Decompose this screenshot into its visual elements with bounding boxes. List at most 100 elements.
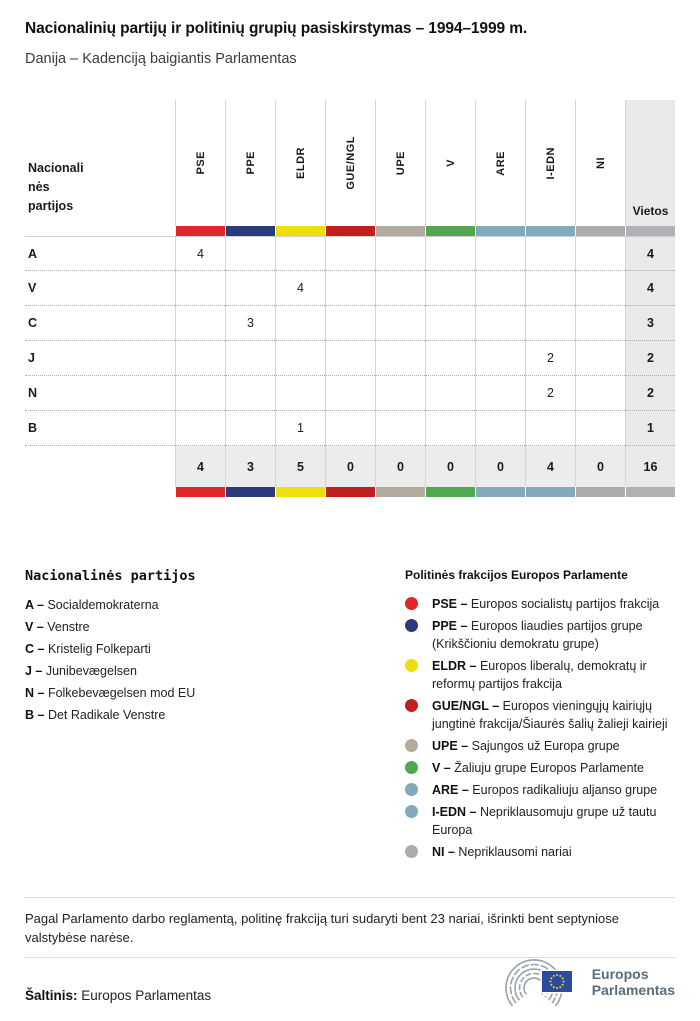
table-cell [575,376,625,411]
party-name: Kristelig Folkeparti [47,642,151,656]
table-cell [175,341,225,376]
table-cell [225,376,275,411]
column-header-label: ELDR [294,147,307,179]
total-cell: 4 [175,446,225,487]
color-dot [405,805,418,818]
color-dot [405,761,418,774]
legend-item: ELDR – Europos liberalų, demokratų ir re… [405,657,680,693]
table-cell: 4 [175,236,225,271]
column-header-i-edn: I-EDN [525,100,575,226]
table-cell [275,236,325,271]
table-cell [425,271,475,306]
group-description: PPE – Europos liaudies partijos grupe (K… [432,617,680,653]
color-dot [405,783,418,796]
table-cell [325,411,375,446]
column-header-upe: UPE [375,100,425,226]
group-color-bar [325,226,375,236]
total-seats-cell: 16 [625,446,675,487]
political-groups-legend-title: Politinės frakcijos Europos Parlamente [405,568,628,582]
group-description: GUE/NGL – Europos vieningųjų kairiųjų ju… [432,697,680,733]
group-abbr: UPE – [432,739,472,753]
logo-wordmark: Europos Parlamentas [592,966,675,998]
table-cell [425,306,475,341]
column-header-gue-ngl: GUE/NGL [325,100,375,226]
party-name: Junibevægelsen [45,664,137,678]
european-parliament-logo: Europos Parlamentas [504,958,675,1006]
group-color-bar [575,487,625,497]
divider [25,897,675,898]
party-abbr: V – [25,620,48,634]
legend-item: I-EDN – Nepriklausomuju grupe už tautu E… [405,803,680,839]
group-color-bar [325,487,375,497]
table-cell [375,271,425,306]
logo-line2: Parlamentas [591,982,675,998]
seats-cell: 4 [625,236,675,271]
group-desc: Europos vieningųjų kairiųjų jungtinė fra… [432,699,668,731]
table-cell [475,376,525,411]
group-color-bar [425,487,475,497]
legend-item: PPE – Europos liaudies partijos grupe (K… [405,617,680,653]
table-cell [325,341,375,376]
group-description: NI – Nepriklausomi nariai [432,843,680,861]
legend-item: ARE – Europos radikaliuju aljanso grupe [405,781,680,799]
group-color-bar [175,487,225,497]
group-color-bar [225,226,275,236]
table-cell [425,341,475,376]
table-cell [375,236,425,271]
legend-item: B – Det Radikale Venstre [25,707,365,723]
table-cell [175,411,225,446]
party-name: Venstre [47,620,90,634]
group-color-bar [475,226,525,236]
group-desc: Nepriklausomi nariai [458,845,572,859]
source-label: Šaltinis: [25,988,78,1003]
table-cell [175,376,225,411]
national-parties-legend-title: Nacionalinės partijos [25,568,196,584]
color-dot [405,845,418,858]
table-cell [425,376,475,411]
totals-row-spacer [25,446,175,487]
party-abbr: B – [25,708,48,722]
table-cell [325,271,375,306]
group-desc: Žaliuju grupe Europos Parlamente [454,761,644,775]
table-cell [275,341,325,376]
total-cell: 0 [375,446,425,487]
table-cell [575,341,625,376]
color-dot [405,699,418,712]
party-abbr: A – [25,598,48,612]
group-abbr: PSE – [432,597,471,611]
table-cell [525,306,575,341]
table-cell [325,236,375,271]
group-desc: Europos liaudies partijos grupe (Krikšči… [432,619,643,651]
group-color-bar [375,226,425,236]
table-corner-label: Nacionali nės partijos [28,161,84,213]
table-cell [375,341,425,376]
group-description: V – Žaliuju grupe Europos Parlamente [432,759,680,777]
row-label: B [25,411,175,446]
source-line: Šaltinis: Europos Parlamentas [25,988,211,1003]
party-abbr: C – [25,642,48,656]
group-abbr: PPE – [432,619,471,633]
color-dot [405,597,418,610]
group-abbr: NI – [432,845,459,859]
table-cell [575,236,625,271]
total-cell: 0 [475,446,525,487]
table-cell [375,411,425,446]
group-desc: Sajungos už Europa grupe [471,739,620,753]
group-desc: Europos radikaliuju aljanso grupe [472,783,658,797]
table-cell [525,236,575,271]
table-cell [575,271,625,306]
table-cell [325,376,375,411]
group-color-bar [475,487,525,497]
group-color-bar [525,487,575,497]
group-color-bar [425,226,475,236]
table-cell [425,236,475,271]
legend-item: C – Kristelig Folkeparti [25,641,365,657]
legend-item: N – Folkebevægelsen mod EU [25,685,365,701]
table-cell [175,306,225,341]
table-cell [375,306,425,341]
seats-cell: 2 [625,341,675,376]
row-label: A [25,236,175,271]
legend-item: PSE – Europos socialistų partijos frakci… [405,595,680,613]
table-cell: 3 [225,306,275,341]
group-abbr: ARE – [432,783,473,797]
